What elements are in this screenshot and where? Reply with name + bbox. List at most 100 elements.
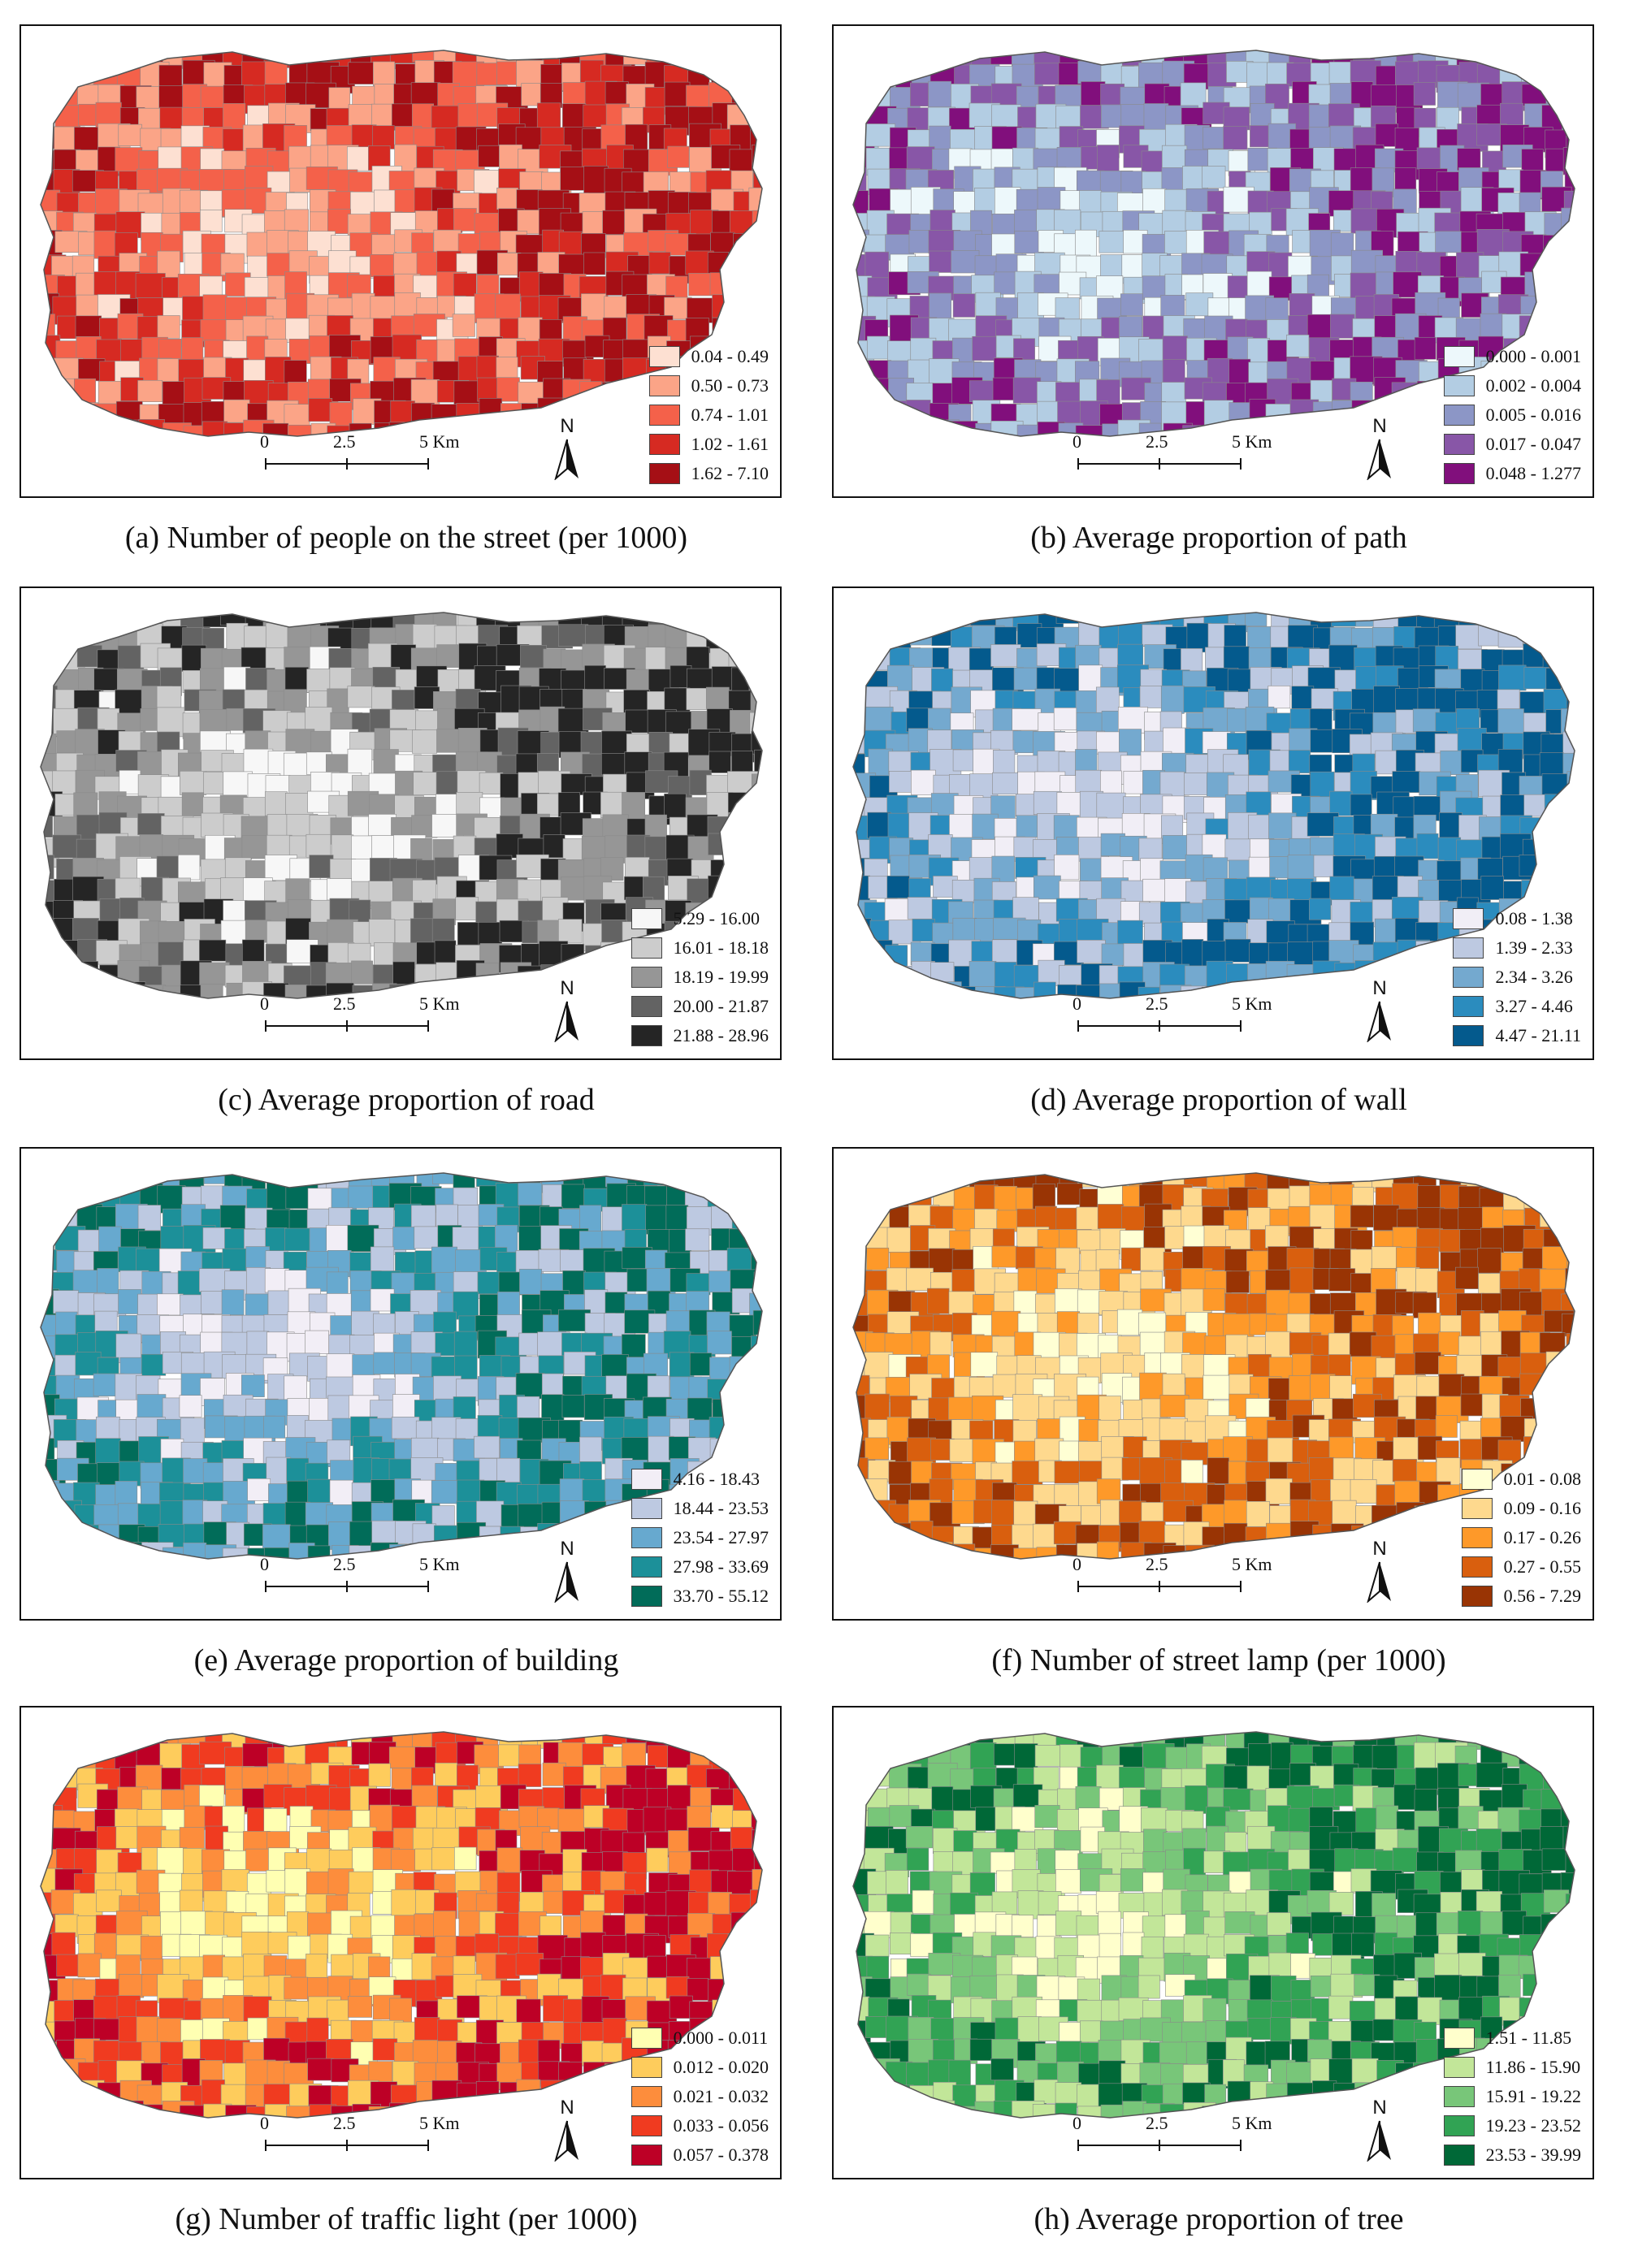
map-frame: 4.16 - 18.43 18.44 - 23.53 23.54 - 27.97 27… — [20, 1147, 782, 1621]
north-arrow-icon: N — [551, 1538, 583, 1604]
north-arrow-icon: N — [551, 977, 583, 1044]
legend-swatch — [1453, 908, 1484, 929]
legend-item: 18.19 - 19.99 — [631, 963, 769, 992]
scale-bar-line — [1077, 1578, 1248, 1595]
north-arrow-icon: N — [1363, 2097, 1396, 2163]
scale-bar-label: 0 — [260, 431, 269, 452]
legend-label: 15.91 - 19.22 — [1486, 2086, 1581, 2107]
legend-item: 0.74 - 1.01 — [649, 400, 769, 430]
legend-item: 1.39 - 2.33 — [1453, 933, 1581, 963]
legend-item: 0.057 - 0.378 — [631, 2140, 769, 2170]
legend-swatch — [1462, 1527, 1493, 1548]
legend-label: 20.00 - 21.87 — [674, 996, 769, 1017]
legend-item: 3.27 - 4.46 — [1453, 992, 1581, 1021]
legend-item: 1.02 - 1.61 — [649, 430, 769, 459]
legend-label: 0.04 - 0.49 — [691, 346, 769, 367]
legend-swatch — [649, 463, 680, 484]
legend-label: 0.50 - 0.73 — [691, 375, 769, 396]
legend: 0.08 - 1.38 1.39 - 2.33 2.34 - 3.26 3.27 - … — [1453, 904, 1581, 1050]
legend-swatch — [1444, 2115, 1475, 2136]
map-panel-g: 0.000 - 0.011 0.012 - 0.020 0.021 - 0.032 0… — [0, 1706, 812, 2268]
legend-item: 23.53 - 39.99 — [1444, 2140, 1581, 2170]
north-label: N — [560, 1538, 574, 1560]
scale-bar-line — [265, 2137, 436, 2153]
scale-bar-label: 2.5 — [1146, 2113, 1168, 2134]
north-arrow-icon: N — [1363, 415, 1396, 482]
scale-bar-label: 5 Km — [1232, 1554, 1272, 1575]
map-frame: 0.04 - 0.49 0.50 - 0.73 0.74 - 1.01 1.02 - … — [20, 24, 782, 498]
legend-item: 0.012 - 0.020 — [631, 2053, 769, 2082]
legend-label: 2.34 - 3.26 — [1495, 967, 1572, 988]
legend-label: 33.70 - 55.12 — [674, 1586, 769, 1607]
legend-item: 0.048 - 1.277 — [1444, 459, 1581, 488]
scale-bar-line — [265, 1578, 436, 1595]
legend: 0.000 - 0.011 0.012 - 0.020 0.021 - 0.032 0… — [631, 2023, 769, 2170]
legend-item: 0.08 - 1.38 — [1453, 904, 1581, 933]
legend-label: 0.08 - 1.38 — [1495, 908, 1572, 929]
map-panel-d: 0.08 - 1.38 1.39 - 2.33 2.34 - 3.26 3.27 - … — [812, 586, 1625, 1149]
legend-label: 0.002 - 0.004 — [1486, 375, 1581, 396]
map-caption: (a) Number of people on the street (per … — [0, 520, 812, 556]
scale-bar-label: 5 Km — [419, 1554, 460, 1575]
legend-label: 1.02 - 1.61 — [691, 434, 769, 455]
legend-item: 0.005 - 0.016 — [1444, 400, 1581, 430]
scale-bar-label: 0 — [1072, 2113, 1081, 2134]
legend-swatch — [1444, 375, 1475, 396]
legend-item: 0.27 - 0.55 — [1462, 1552, 1581, 1582]
legend-item: 18.44 - 23.53 — [631, 1494, 769, 1523]
legend-swatch — [631, 2115, 662, 2136]
legend-swatch — [631, 996, 662, 1017]
legend-item: 0.017 - 0.047 — [1444, 430, 1581, 459]
legend-label: 0.012 - 0.020 — [674, 2057, 769, 2078]
scale-bar-label: 2.5 — [333, 993, 356, 1015]
scale-bar-label: 2.5 — [1146, 993, 1168, 1015]
legend-label: 21.88 - 28.96 — [674, 1025, 769, 1046]
scale-bar-label: 0 — [1072, 1554, 1081, 1575]
scale-bar-line — [1077, 1018, 1248, 1034]
legend-item: 5.29 - 16.00 — [631, 904, 769, 933]
north-arrow-icon: N — [551, 415, 583, 482]
legend-item: 19.23 - 23.52 — [1444, 2111, 1581, 2140]
legend-swatch — [1444, 2028, 1475, 2049]
legend-item: 0.033 - 0.056 — [631, 2111, 769, 2140]
legend-swatch — [1444, 2057, 1475, 2078]
legend-item: 0.17 - 0.26 — [1462, 1523, 1581, 1552]
legend-label: 1.39 - 2.33 — [1495, 937, 1572, 959]
legend-swatch — [649, 434, 680, 455]
scale-bar-label: 2.5 — [1146, 431, 1168, 452]
legend-swatch — [631, 967, 662, 988]
legend-swatch — [1444, 463, 1475, 484]
north-label: N — [560, 2097, 574, 2119]
legend-swatch — [1444, 434, 1475, 455]
north-arrow-icon: N — [1363, 977, 1396, 1044]
scale-bar-label: 2.5 — [333, 2113, 356, 2134]
scale-bar-label: 5 Km — [419, 993, 460, 1015]
legend-item: 21.88 - 28.96 — [631, 1021, 769, 1050]
scale-bar-label: 0 — [260, 993, 269, 1015]
legend-swatch — [1462, 1586, 1493, 1607]
map-frame: 0.000 - 0.011 0.012 - 0.020 0.021 - 0.032 0… — [20, 1706, 782, 2179]
scale-bar-line — [1077, 2137, 1248, 2153]
north-label: N — [1372, 1538, 1386, 1560]
legend-item: 27.98 - 33.69 — [631, 1552, 769, 1582]
legend-item: 0.000 - 0.011 — [631, 2023, 769, 2053]
scale-bar-label: 5 Km — [1232, 431, 1272, 452]
legend-label: 0.021 - 0.032 — [674, 2086, 769, 2107]
legend-label: 23.53 - 39.99 — [1486, 2145, 1581, 2166]
legend-item: 16.01 - 18.18 — [631, 933, 769, 963]
legend-label: 23.54 - 27.97 — [674, 1527, 769, 1548]
legend-label: 1.62 - 7.10 — [691, 463, 769, 484]
legend-swatch — [631, 1527, 662, 1548]
legend-item: 4.16 - 18.43 — [631, 1465, 769, 1494]
legend-label: 4.16 - 18.43 — [674, 1469, 760, 1490]
legend-label: 27.98 - 33.69 — [674, 1556, 769, 1578]
